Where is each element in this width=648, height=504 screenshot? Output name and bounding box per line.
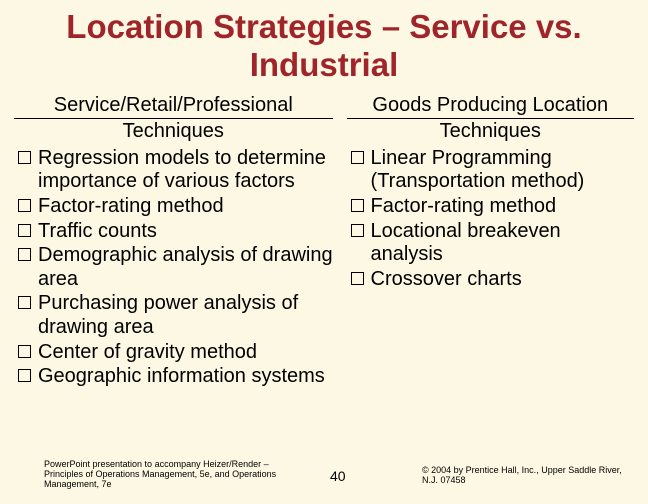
list-item: Linear Programming (Transportation metho… [349, 147, 638, 194]
item-text: Locational breakeven analysis [371, 220, 561, 266]
square-bullet-icon [18, 296, 31, 309]
left-bullets: Regression models to determine importanc… [10, 147, 337, 389]
item-text: Factor-rating method [371, 195, 557, 217]
left-subheading: Techniques [14, 118, 333, 143]
right-heading: Goods Producing Location [343, 94, 638, 118]
item-text: Linear Programming (Transportation metho… [371, 147, 585, 193]
left-heading: Service/Retail/Professional [10, 94, 337, 118]
item-text: Factor-rating method [38, 195, 224, 217]
square-bullet-icon [18, 151, 31, 164]
right-bullets: Linear Programming (Transportation metho… [343, 147, 638, 292]
item-text: Center of gravity method [38, 341, 257, 363]
square-bullet-icon [18, 345, 31, 358]
item-text: Geographic information systems [38, 365, 325, 387]
two-column-layout: Service/Retail/Professional Techniques R… [0, 94, 648, 390]
square-bullet-icon [351, 151, 364, 164]
list-item: Regression models to determine importanc… [16, 147, 337, 194]
square-bullet-icon [351, 224, 364, 237]
item-text: Regression models to determine importanc… [38, 147, 326, 193]
item-text: Traffic counts [38, 220, 157, 242]
list-item: Demographic analysis of drawing area [16, 244, 337, 291]
item-text: Demographic analysis of drawing area [38, 244, 333, 290]
square-bullet-icon [18, 369, 31, 382]
slide-title: Location Strategies – Service vs. Indust… [0, 0, 648, 94]
right-subheading: Techniques [347, 118, 634, 143]
square-bullet-icon [351, 199, 364, 212]
list-item: Factor-rating method [16, 195, 337, 219]
list-item: Locational breakeven analysis [349, 220, 638, 267]
list-item: Geographic information systems [16, 365, 337, 389]
square-bullet-icon [351, 272, 364, 285]
list-item: Center of gravity method [16, 341, 337, 365]
item-text: Purchasing power analysis of drawing are… [38, 292, 298, 338]
list-item: Purchasing power analysis of drawing are… [16, 292, 337, 339]
list-item: Crossover charts [349, 268, 638, 292]
footer-left-credits: PowerPoint presentation to accompany Hei… [44, 460, 284, 490]
item-text: Crossover charts [371, 268, 522, 290]
right-column: Goods Producing Location Techniques Line… [337, 94, 638, 390]
footer-page-number: 40 [330, 468, 346, 484]
square-bullet-icon [18, 224, 31, 237]
square-bullet-icon [18, 199, 31, 212]
square-bullet-icon [18, 248, 31, 261]
list-item: Factor-rating method [349, 195, 638, 219]
footer-copyright: © 2004 by Prentice Hall, Inc., Upper Sad… [422, 466, 632, 486]
left-column: Service/Retail/Professional Techniques R… [10, 94, 337, 390]
list-item: Traffic counts [16, 220, 337, 244]
